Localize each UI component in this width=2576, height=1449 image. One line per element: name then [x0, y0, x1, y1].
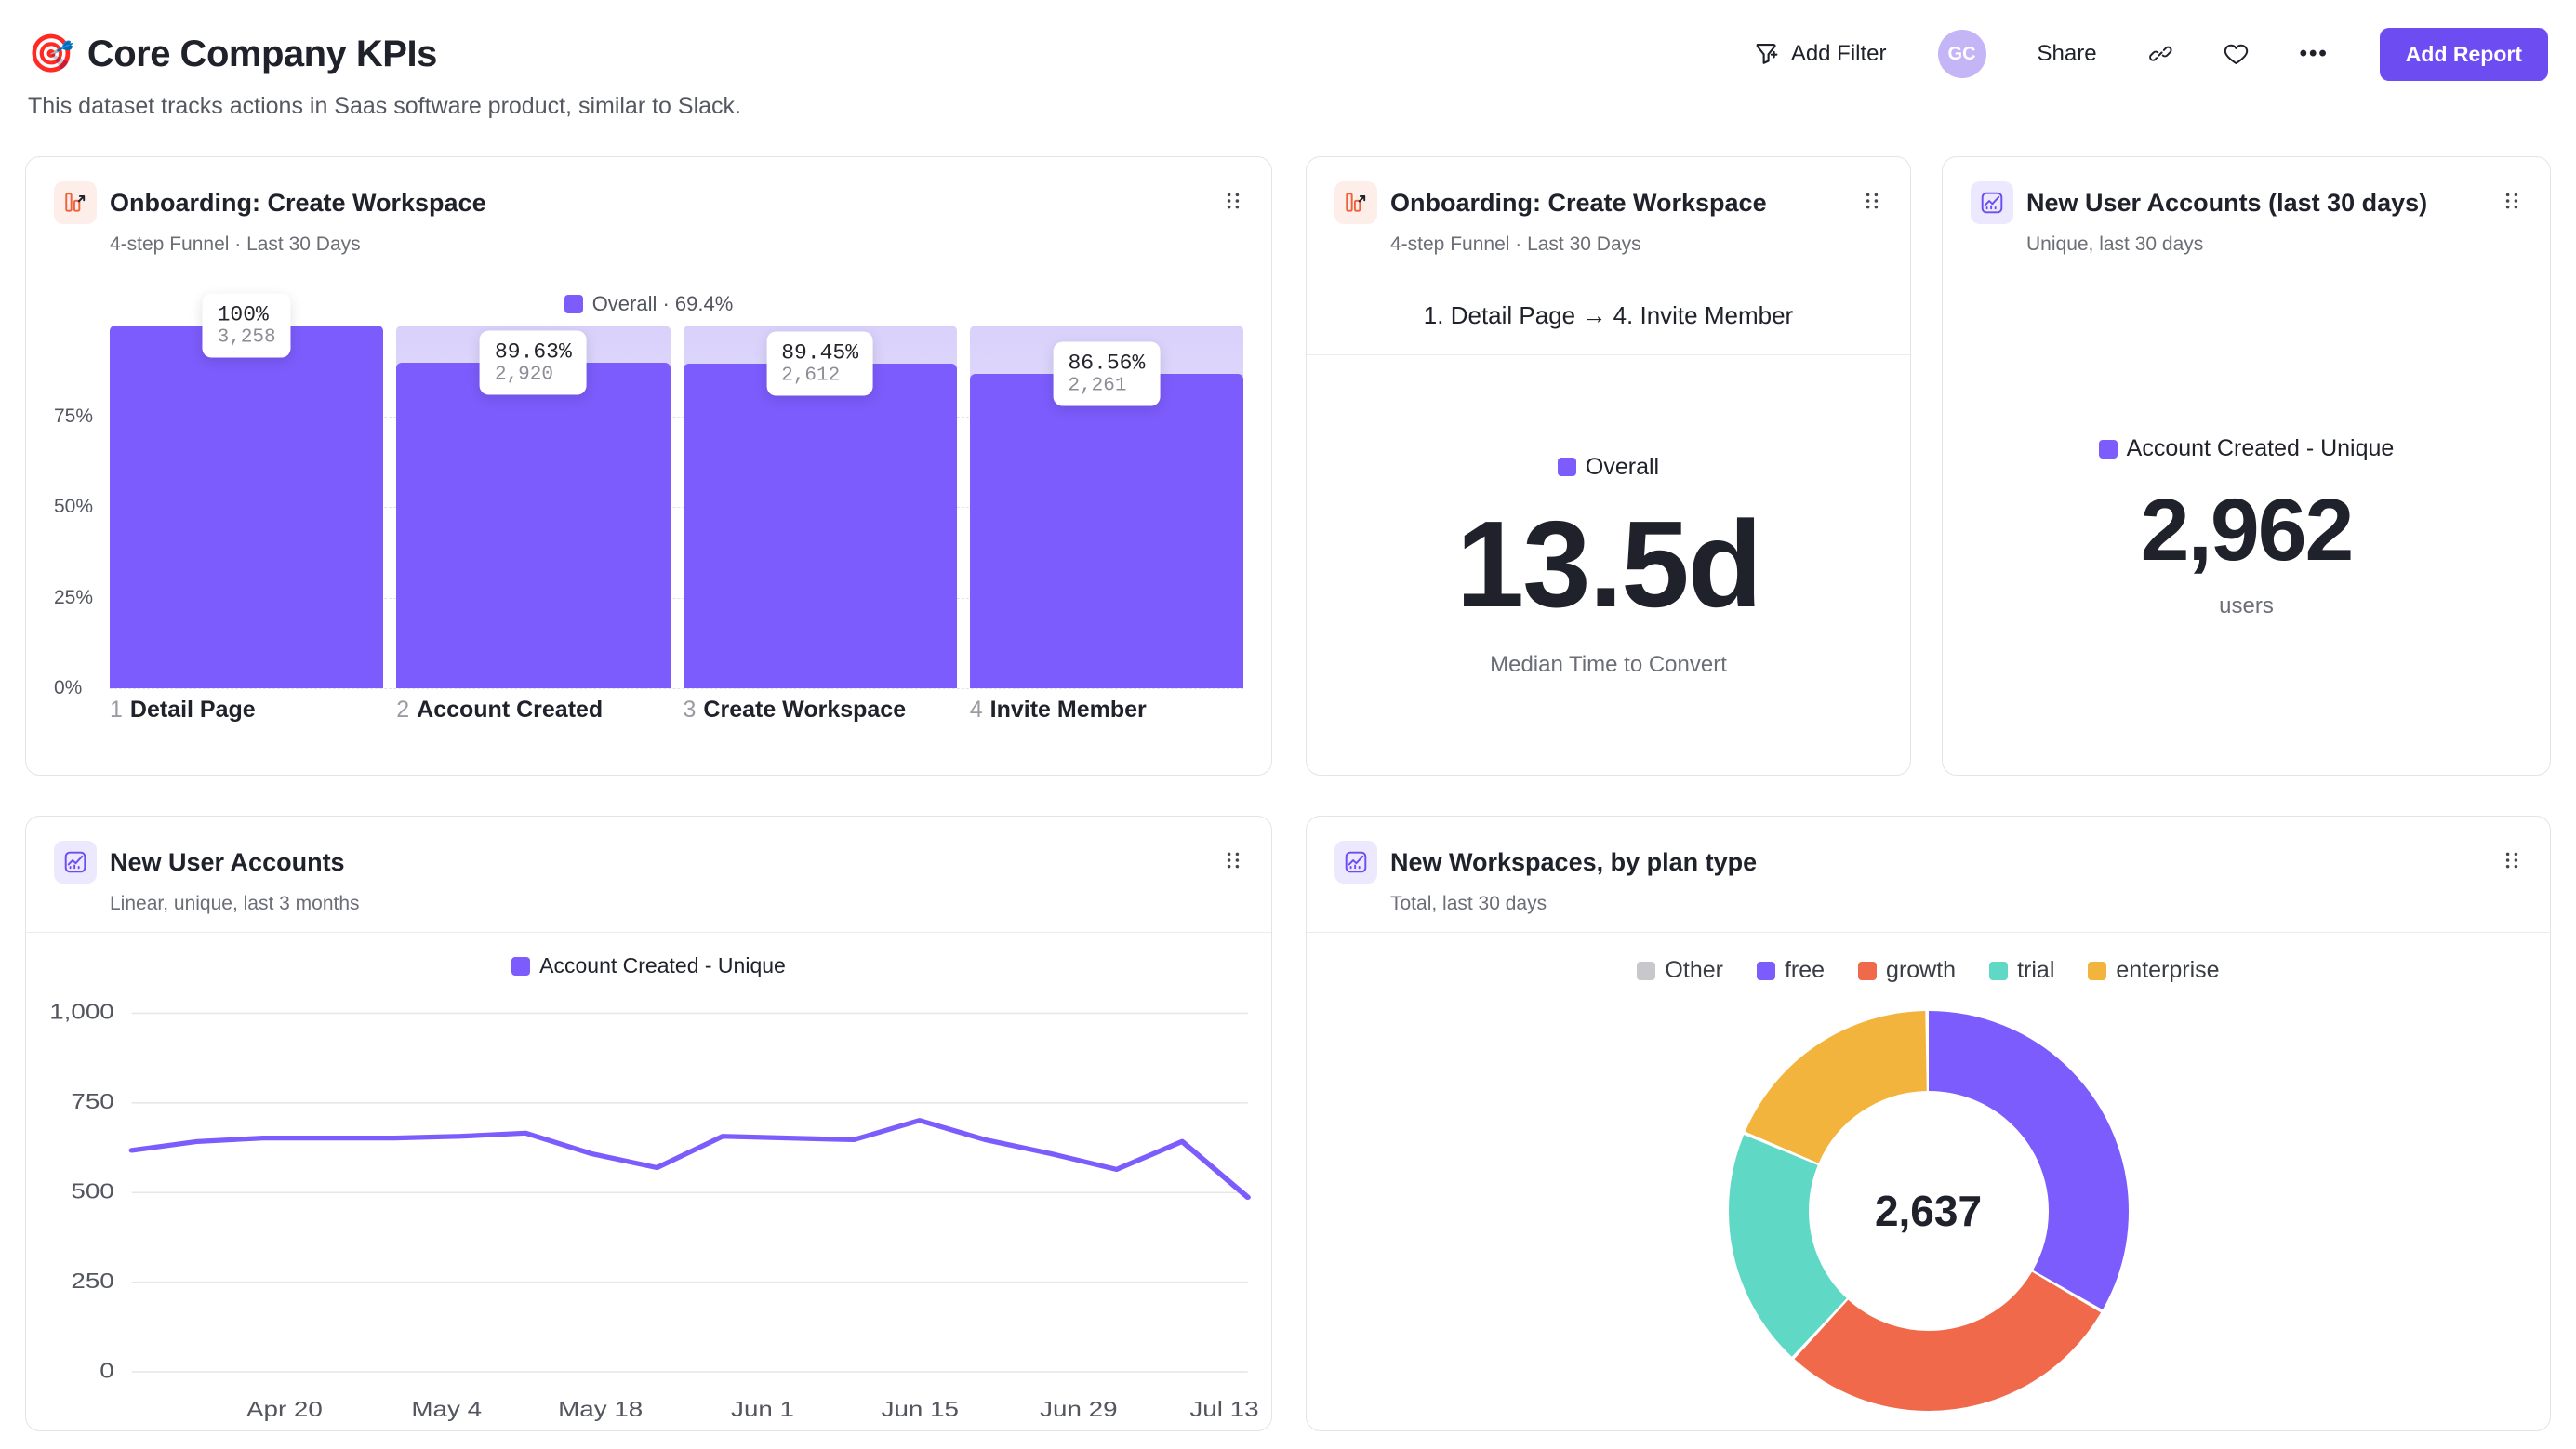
- svg-text:1,000: 1,000: [49, 1001, 114, 1024]
- svg-text:May 18: May 18: [558, 1398, 643, 1421]
- svg-text:0: 0: [100, 1359, 113, 1382]
- svg-text:250: 250: [71, 1270, 113, 1293]
- svg-text:May 4: May 4: [411, 1398, 482, 1421]
- svg-text:Jul 13: Jul 13: [1189, 1398, 1258, 1421]
- svg-text:500: 500: [71, 1180, 113, 1203]
- svg-text:Jun 15: Jun 15: [882, 1398, 959, 1421]
- svg-text:Jun 29: Jun 29: [1040, 1398, 1117, 1421]
- svg-text:750: 750: [71, 1090, 113, 1113]
- svg-text:Apr 20: Apr 20: [246, 1398, 323, 1421]
- svg-text:Jun 1: Jun 1: [731, 1398, 794, 1421]
